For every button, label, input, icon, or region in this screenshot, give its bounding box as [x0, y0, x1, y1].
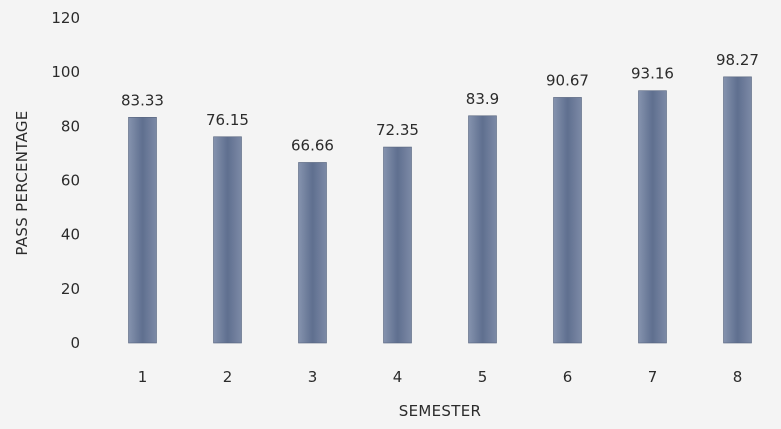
bars	[128, 76, 752, 344]
data-label: 72.35	[376, 121, 419, 139]
data-labels: 83.33 76.15 66.66 72.35 83.9 90.67 93.16 98.27	[121, 51, 759, 155]
bar	[298, 162, 327, 344]
bar	[213, 136, 242, 344]
x-axis-ticks: 1 2 3 4 5 6 7 8	[138, 368, 743, 386]
x-tick-label: 6	[563, 368, 573, 386]
bar	[383, 146, 412, 344]
bar	[723, 76, 752, 344]
bar	[128, 117, 157, 344]
bar	[553, 97, 582, 344]
x-tick-label: 3	[308, 368, 318, 386]
data-label: 76.15	[206, 111, 249, 129]
x-tick-label: 7	[648, 368, 658, 386]
x-tick-label: 5	[478, 368, 488, 386]
y-axis-ticks: 0 20 40 60 80 100 120	[51, 9, 80, 352]
y-axis-title: PASS PERCENTAGE	[13, 110, 31, 255]
x-tick-label: 8	[733, 368, 743, 386]
data-label: 98.27	[716, 51, 759, 69]
bar	[468, 115, 497, 344]
data-label: 66.66	[291, 136, 334, 154]
y-tick-label: 120	[51, 9, 80, 27]
x-tick-label: 2	[223, 368, 233, 386]
y-tick-label: 60	[61, 172, 80, 190]
data-label: 93.16	[631, 65, 674, 83]
x-axis-title: SEMESTER	[399, 402, 481, 420]
bar	[638, 90, 667, 344]
x-tick-label: 1	[138, 368, 148, 386]
y-tick-label: 80	[61, 117, 80, 135]
y-tick-label: 20	[61, 280, 80, 298]
data-label: 83.33	[121, 91, 164, 109]
y-tick-label: 100	[51, 63, 80, 81]
data-label: 83.9	[466, 90, 499, 108]
x-tick-label: 4	[393, 368, 403, 386]
y-tick-label: 0	[70, 334, 80, 352]
y-tick-label: 40	[61, 226, 80, 244]
data-label: 90.67	[546, 71, 589, 89]
